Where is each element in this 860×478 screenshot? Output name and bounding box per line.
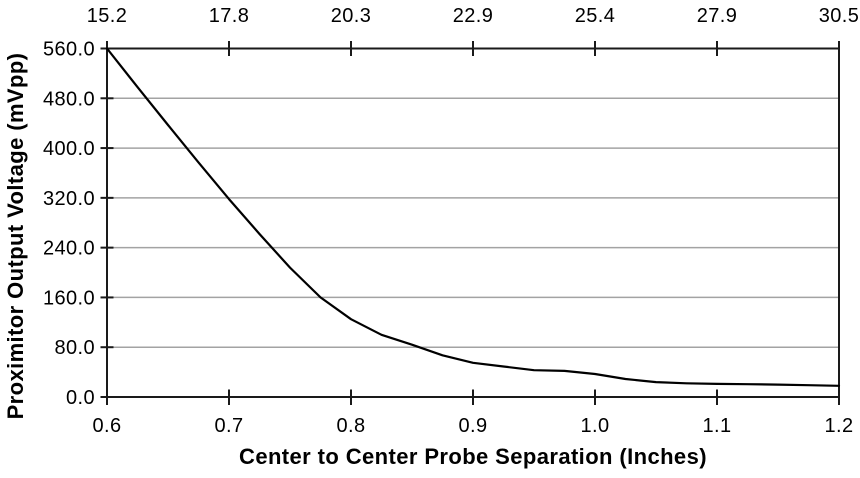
- x-tick-label-top: 17.8: [209, 5, 250, 27]
- x-tick-label-top: 27.9: [697, 5, 738, 27]
- x-tick-label-bottom: 0.6: [92, 415, 121, 437]
- x-axis-title: Center to Center Probe Separation (Inche…: [239, 444, 707, 469]
- plot-frame: [106, 47, 840, 398]
- x-tick-label-top: 15.2: [87, 5, 128, 27]
- y-tick-label: 320.0: [43, 188, 95, 210]
- y-tick-label: 240.0: [43, 238, 95, 260]
- data-line-voltage: [105, 47, 841, 387]
- x-tick-label-top: 30.5: [819, 5, 860, 27]
- x-tick-label-bottom: 0.7: [214, 415, 243, 437]
- y-tick-label: 160.0: [43, 287, 95, 309]
- x-tick-label-bottom: 0.9: [458, 415, 487, 437]
- y-tick-label: 560.0: [43, 39, 95, 61]
- x-tick-label-top: 25.4: [575, 5, 616, 27]
- x-tick-label-top: 22.9: [453, 5, 494, 27]
- x-tick-label-bottom: 1.0: [580, 415, 609, 437]
- y-axis-title: Proximitor Output Voltage (mVpp): [3, 52, 28, 420]
- y-tick-label: 80.0: [54, 337, 95, 359]
- x-tick-label-top: 20.3: [331, 5, 372, 27]
- x-tick-label-bottom: 0.8: [336, 415, 365, 437]
- y-tick-label: 0.0: [66, 387, 95, 409]
- y-tick-label: 480.0: [43, 88, 95, 110]
- y-tick-label: 400.0: [43, 138, 95, 160]
- x-tick-label-bottom: 1.1: [702, 415, 731, 437]
- x-tick-label-bottom: 1.2: [824, 415, 853, 437]
